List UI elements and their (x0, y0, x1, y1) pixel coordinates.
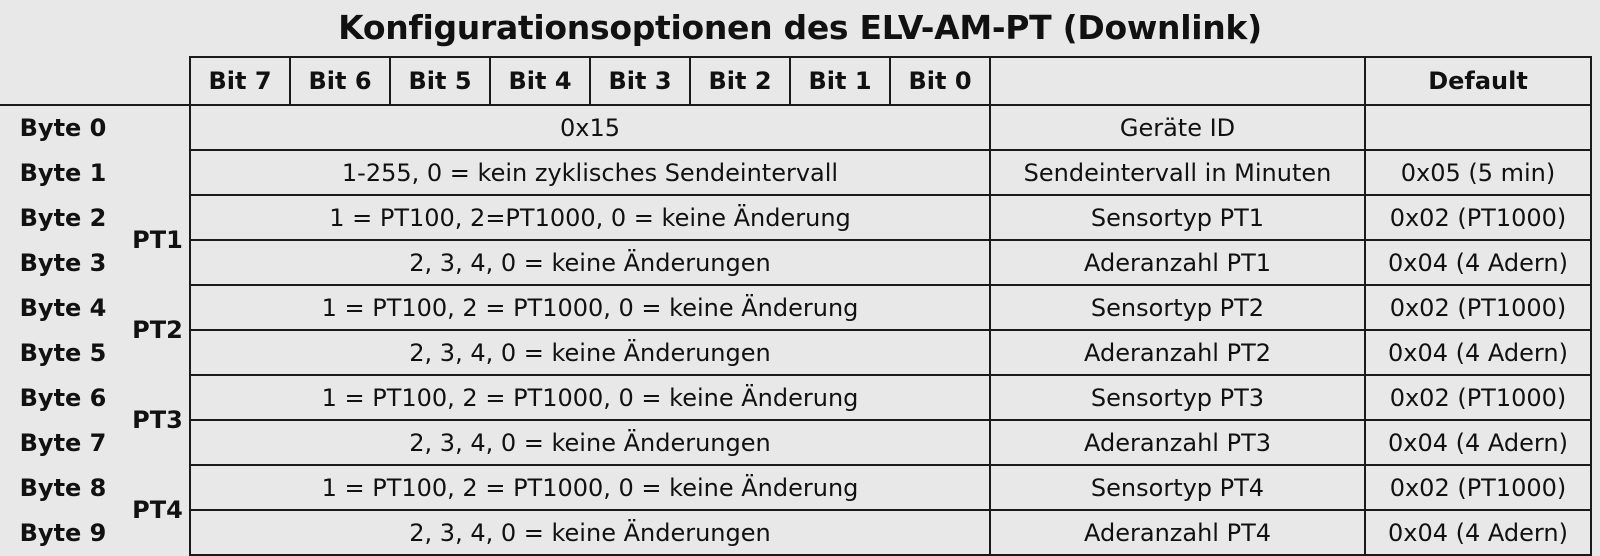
group-label-pt2: PT2 (132, 316, 183, 344)
header-row: Bit 7 Bit 6 Bit 5 Bit 4 Bit 3 Bit 2 Bit … (0, 56, 1592, 106)
header-bit-0: Bit 0 (889, 56, 991, 106)
byte-label: Byte 0 (19, 114, 107, 142)
byte-value: 1 = PT100, 2 = PT1000, 0 = keine Änderun… (189, 284, 991, 331)
group-empty (126, 105, 190, 150)
byte-default: 0x02 (PT1000) (1364, 284, 1592, 331)
byte-default: 0x04 (4 Adern) (1364, 419, 1592, 466)
byte-value: 2, 3, 4, 0 = keine Änderungen (189, 329, 991, 376)
byte-description: Aderanzahl PT2 (989, 329, 1366, 376)
byte-default: 0x02 (PT1000) (1364, 194, 1592, 241)
byte-description: Aderanzahl PT3 (989, 419, 1366, 466)
table-row-byte-6: Byte 6 PT3 1 = PT100, 2 = PT1000, 0 = ke… (0, 374, 1592, 434)
byte-label: Byte 3 (19, 248, 107, 277)
byte-label: Byte 5 (19, 338, 107, 367)
byte-value: 2, 3, 4, 0 = keine Änderungen (189, 239, 991, 286)
byte-description: Geräte ID (989, 104, 1366, 151)
byte-description: Sendeintervall in Minuten (989, 149, 1366, 196)
header-bit-6: Bit 6 (289, 56, 391, 106)
byte-label: Byte 4 (19, 293, 107, 322)
group-label-pt1: PT1 (132, 226, 183, 254)
table-row-byte-7: Byte 7 2, 3, 4, 0 = keine Änderungen Ade… (0, 419, 1592, 466)
header-bit-1: Bit 1 (789, 56, 891, 106)
byte-value: 1 = PT100, 2 = PT1000, 0 = keine Änderun… (189, 374, 991, 421)
byte-description: Sensortyp PT3 (989, 374, 1366, 421)
header-description (989, 56, 1366, 106)
group-label-pt3: PT3 (132, 406, 183, 434)
byte-label: Byte 9 (19, 518, 107, 547)
header-corner (0, 57, 190, 106)
table-title: Konfigurationsoptionen des ELV-AM-PT (Do… (338, 8, 1262, 47)
byte-default: 0x04 (4 Adern) (1364, 509, 1592, 556)
table-row-byte-8: Byte 8 PT4 1 = PT100, 2 = PT1000, 0 = ke… (0, 464, 1592, 524)
byte-label: Byte 7 (19, 428, 107, 457)
byte-default: 0x05 (5 min) (1364, 149, 1592, 196)
config-table: Bit 7 Bit 6 Bit 5 Bit 4 Bit 3 Bit 2 Bit … (0, 56, 1592, 556)
header-bit-5: Bit 5 (389, 56, 491, 106)
table-row-byte-9: Byte 9 2, 3, 4, 0 = keine Änderungen Ade… (0, 509, 1592, 556)
header-bit-2: Bit 2 (689, 56, 791, 106)
byte-description: Sensortyp PT4 (989, 464, 1366, 511)
byte-default: 0x02 (PT1000) (1364, 464, 1592, 511)
header-bit-3: Bit 3 (589, 56, 691, 106)
byte-description: Aderanzahl PT1 (989, 239, 1366, 286)
byte-description: Aderanzahl PT4 (989, 509, 1366, 556)
byte-default: 0x04 (4 Adern) (1364, 239, 1592, 286)
byte-value: 2, 3, 4, 0 = keine Änderungen (189, 419, 991, 466)
byte-default: 0x04 (4 Adern) (1364, 329, 1592, 376)
byte-label: Byte 8 (19, 473, 107, 502)
byte-value: 0x15 (189, 104, 991, 151)
table-row-byte-2: Byte 2 PT1 1 = PT100, 2=PT1000, 0 = kein… (0, 194, 1592, 254)
byte-description: Sensortyp PT2 (989, 284, 1366, 331)
byte-value: 1 = PT100, 2 = PT1000, 0 = keine Änderun… (189, 464, 991, 511)
table-row-byte-1: Byte 1 1-255, 0 = kein zyklisches Sendei… (0, 149, 1592, 196)
group-empty (126, 150, 190, 195)
byte-value: 2, 3, 4, 0 = keine Änderungen (189, 509, 991, 556)
byte-label: Byte 2 (19, 203, 107, 232)
table-row-byte-0: Byte 0 0x15 Geräte ID (0, 104, 1592, 151)
table-row-byte-5: Byte 5 2, 3, 4, 0 = keine Änderungen Ade… (0, 329, 1592, 376)
header-bit-7: Bit 7 (189, 56, 291, 106)
table-row-byte-3: Byte 3 2, 3, 4, 0 = keine Änderungen Ade… (0, 239, 1592, 286)
group-label-pt4: PT4 (132, 496, 183, 524)
table-row-byte-4: Byte 4 PT2 1 = PT100, 2 = PT1000, 0 = ke… (0, 284, 1592, 344)
byte-default: 0x02 (PT1000) (1364, 374, 1592, 421)
byte-description: Sensortyp PT1 (989, 194, 1366, 241)
byte-default (1364, 104, 1592, 151)
byte-label: Byte 6 (19, 383, 107, 412)
byte-value: 1-255, 0 = kein zyklisches Sendeinterval… (189, 149, 991, 196)
byte-label: Byte 1 (19, 158, 107, 187)
byte-value: 1 = PT100, 2=PT1000, 0 = keine Änderung (189, 194, 991, 241)
header-bit-4: Bit 4 (489, 56, 591, 106)
page: Konfigurationsoptionen des ELV-AM-PT (Do… (0, 8, 1592, 556)
header-default: Default (1364, 56, 1592, 106)
